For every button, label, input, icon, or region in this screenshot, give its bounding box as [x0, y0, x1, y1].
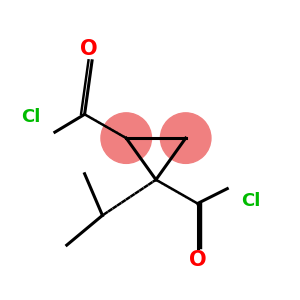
Text: Cl: Cl [21, 108, 41, 126]
Circle shape [160, 113, 211, 164]
Text: Cl: Cl [242, 191, 261, 209]
Circle shape [101, 113, 152, 164]
Text: O: O [80, 39, 98, 59]
Text: O: O [189, 250, 206, 270]
